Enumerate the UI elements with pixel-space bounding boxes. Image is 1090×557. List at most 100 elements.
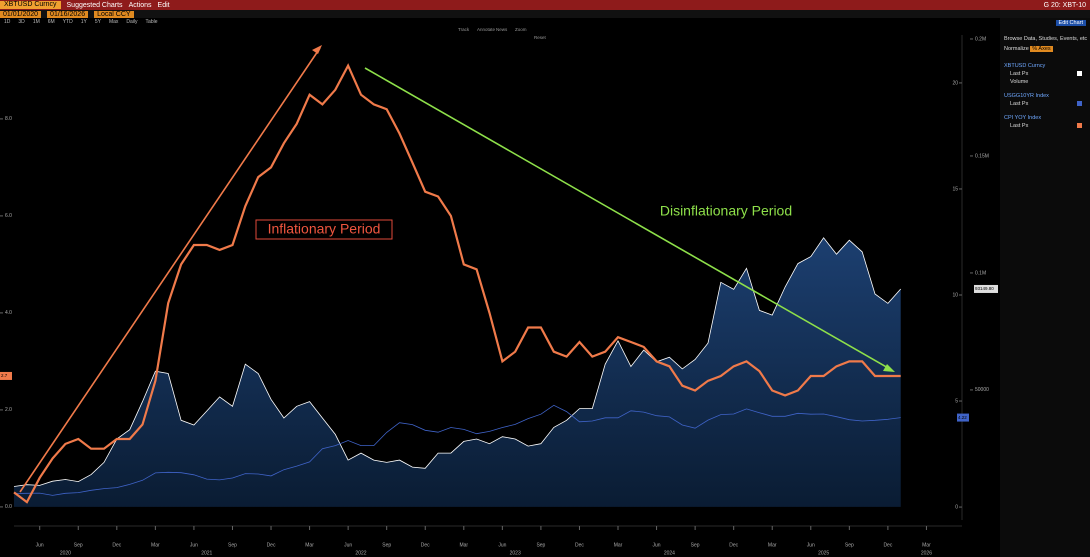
x-tick-label: Mar xyxy=(151,542,160,548)
x-year-label: 2023 xyxy=(510,550,521,556)
edit-chart[interactable]: Edit Chart xyxy=(1055,20,1086,26)
legend-swatch xyxy=(1077,101,1083,107)
tool: Track xyxy=(458,27,470,32)
period-button[interactable]: Table xyxy=(145,19,158,25)
arrow-head xyxy=(312,45,322,54)
legend-field: Last Px xyxy=(1004,122,1086,130)
period-button[interactable]: 6M xyxy=(47,19,55,25)
x-tick-label: Mar xyxy=(459,542,468,548)
legend-name: CPI YOY Index xyxy=(1004,115,1042,121)
period-button[interactable]: Max xyxy=(108,19,119,25)
annotation: Inflationary Period xyxy=(268,221,381,237)
y2-tick-label: 10 xyxy=(952,292,958,298)
y2-tick-label: 20 xyxy=(952,80,958,86)
menu[interactable]: Actions xyxy=(128,1,152,9)
annotation: Disinflationary Period xyxy=(660,203,792,219)
end-date[interactable]: 01/16/2026 xyxy=(47,10,89,18)
x-tick-label: Dec xyxy=(729,542,738,548)
x-year-label: 2022 xyxy=(355,550,366,556)
x-tick-label: Dec xyxy=(267,542,276,548)
legend-name: USGG10YR Index xyxy=(1004,93,1049,99)
top-bar: XBTUSD Curncy Suggested Charts Actions E… xyxy=(0,0,1090,10)
legend-item: USGG10YR Index Last Px xyxy=(1004,86,1086,108)
y3-tick-label: 50000 xyxy=(975,387,989,393)
x-tick-label: Jun xyxy=(190,542,198,548)
period-bar: 1D 3D 1M 6M YTD 1Y 5Y Max Daily Table xyxy=(0,18,1090,26)
period-button[interactable]: 3D xyxy=(18,19,25,25)
y-tick-label: 6.0 xyxy=(5,213,12,219)
x-tick-label: Jun xyxy=(36,542,44,548)
start-date[interactable]: 01/01/2020 xyxy=(0,10,42,18)
x-year-label: 2026 xyxy=(921,550,932,556)
tool: Annotate xyxy=(477,27,496,32)
side-panel: Edit Chart Browse Data, Studies, Events,… xyxy=(1000,18,1090,557)
y-tick-label: 2.0 xyxy=(5,407,12,413)
x-tick-label: Sep xyxy=(536,542,545,548)
line xyxy=(13,63,901,504)
last-value-label: 2.7 xyxy=(1,373,8,378)
chart: Track Annotate News Zoom Reset 0.0 2.0 4.0 6.0 8… xyxy=(0,27,998,556)
menu[interactable]: Edit xyxy=(157,1,170,9)
y2-tick-label: 0 xyxy=(955,504,958,510)
period-button[interactable]: YTD xyxy=(62,19,73,25)
x-tick-label: Dec xyxy=(883,542,892,548)
x-tick-label: Sep xyxy=(382,542,391,548)
x-tick-label: Dec xyxy=(421,542,430,548)
legend-swatch xyxy=(1077,71,1083,77)
last-value-label: 93149.80 xyxy=(975,286,994,291)
x-tick-label: Jun xyxy=(498,542,506,548)
browse[interactable]: Browse Data, Studies, Events, etc xyxy=(1004,36,1088,42)
normalize[interactable]: Normalize xyxy=(1004,46,1029,52)
y-tick-label: 4.0 xyxy=(5,310,12,316)
period-button[interactable]: 1Y xyxy=(80,19,87,25)
x-tick-label: Dec xyxy=(112,542,121,548)
line xyxy=(13,404,901,496)
x-tick-label: Sep xyxy=(691,542,700,548)
last-value-box xyxy=(0,371,12,380)
area xyxy=(14,237,901,507)
legend-swatch xyxy=(1077,123,1083,129)
y-tick-label: 0.0 xyxy=(5,504,12,510)
launchpad[interactable]: G 20: XBT-10 xyxy=(1043,1,1086,9)
line xyxy=(13,237,901,487)
y3-tick-label: 0.15M xyxy=(975,153,989,159)
axes[interactable]: % Axes xyxy=(1030,46,1053,52)
x-tick-label: Mar xyxy=(768,542,777,548)
y2-tick-label: 15 xyxy=(952,186,958,192)
legend-field: Last Px xyxy=(1004,70,1086,78)
date-bar: 01/01/2020 01/16/2026 Local CCY xyxy=(0,10,1090,18)
y3-tick-label: 0.1M xyxy=(975,270,986,276)
last-value-box xyxy=(974,284,998,293)
period-button[interactable]: 1M xyxy=(32,19,40,25)
legend-field: Volume xyxy=(1010,79,1029,85)
plot: 0.0 2.0 4.0 6.0 8.0 0 5 10 15 20 50000 0.1M 0.15M 0.2… xyxy=(0,35,998,556)
period-button[interactable]: 5Y xyxy=(94,19,101,25)
x-year-label: 2021 xyxy=(201,550,212,556)
x-tick-label: Jun xyxy=(344,542,352,548)
period-button[interactable]: 1D xyxy=(4,19,11,25)
x-tick-label: Sep xyxy=(228,542,237,548)
tool: Reset xyxy=(534,35,547,40)
arrow xyxy=(364,67,891,370)
x-tick-label: Sep xyxy=(74,542,83,548)
currency[interactable]: Local CCY xyxy=(94,10,134,18)
y3-tick-label: 0.2M xyxy=(975,36,986,42)
legend-name: XBTUSD Curncy xyxy=(1004,63,1046,69)
chart-tools: Track Annotate News Zoom Reset xyxy=(458,27,547,40)
x-year-label: 2024 xyxy=(664,550,675,556)
legend-item: XBTUSD Curncy Last Px Volume xyxy=(1004,56,1086,86)
x-tick-label: Jun xyxy=(807,542,815,548)
security[interactable]: XBTUSD Curncy xyxy=(0,1,61,9)
x-year-label: 2020 xyxy=(60,550,71,556)
menu[interactable]: Suggested Charts xyxy=(66,1,123,9)
x-tick-label: Mar xyxy=(922,542,931,548)
period-button[interactable]: Daily xyxy=(126,19,138,25)
legend: XBTUSD Curncy Last Px Volume USGG10YR Index… xyxy=(1000,54,1090,132)
tool: Zoom xyxy=(515,27,527,32)
last-value-box xyxy=(957,413,969,422)
x-year-label: 2025 xyxy=(818,550,829,556)
legend-field: Last Px xyxy=(1004,100,1086,108)
legend-item: CPI YOY Index Last Px xyxy=(1004,108,1086,130)
y-tick-label: 8.0 xyxy=(5,116,12,122)
